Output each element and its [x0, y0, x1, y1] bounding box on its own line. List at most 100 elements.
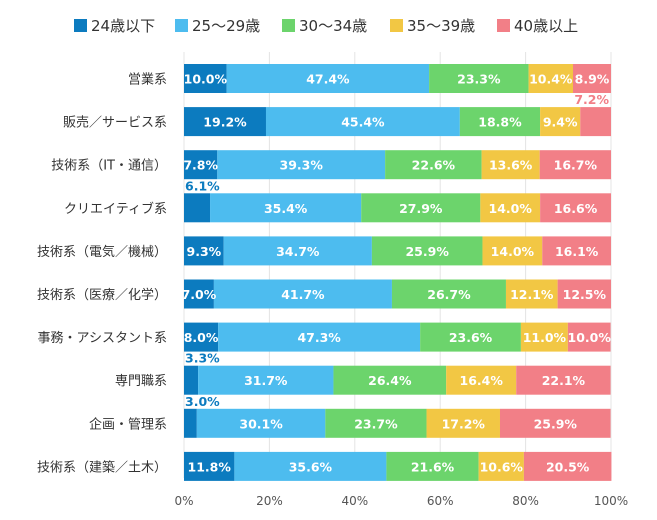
bar-segment — [528, 64, 573, 93]
segment-label: 31.7% — [244, 373, 288, 388]
category-label: 専門職系 — [115, 374, 167, 389]
segment-label: 27.9% — [399, 201, 443, 216]
segment-label: 7.0% — [182, 287, 217, 302]
segment-label: 22.1% — [542, 373, 586, 388]
category-label: 技術系（電気／機械） — [37, 244, 167, 260]
bar-segment — [184, 322, 219, 352]
segment-label: 11.0% — [523, 330, 567, 345]
bar-segment — [480, 193, 541, 223]
bar-segment — [265, 107, 460, 137]
segment-label: 35.4% — [264, 201, 308, 216]
bar-segment — [184, 236, 224, 266]
segment-label: 39.3% — [280, 158, 324, 173]
bar-segment — [217, 150, 386, 180]
bar-segment — [567, 322, 611, 352]
segment-label: 45.4% — [341, 115, 385, 130]
segment-label: 20.5% — [546, 459, 590, 474]
segment-label: 10.6% — [480, 459, 524, 474]
segment-label: 25.9% — [405, 244, 449, 259]
bar-segment — [478, 451, 524, 481]
legend-swatch — [175, 19, 188, 32]
segment-label: 8.0% — [184, 330, 219, 345]
legend-swatch — [390, 19, 403, 32]
segment-label: 12.1% — [510, 287, 554, 302]
bar-segment — [184, 150, 218, 180]
segment-label: 6.1% — [185, 178, 220, 193]
bar-segment — [481, 150, 540, 180]
segment-label: 11.8% — [188, 459, 232, 474]
bar-segment — [333, 365, 447, 395]
segment-label: 16.7% — [554, 158, 598, 173]
segment-labels: 10.0% 47.4% 23.3% 10.4% 8.9% 19.2% 45.4% 18.8% 9… — [182, 72, 612, 475]
bar-segment — [580, 107, 611, 137]
bar-segment — [420, 322, 521, 352]
category-label: 技術系（建築／土木） — [37, 460, 167, 475]
bar-segment — [184, 64, 227, 93]
legend-swatch — [74, 19, 87, 32]
segment-label: 19.2% — [203, 115, 247, 130]
bar-segment — [361, 193, 481, 223]
segment-label: 41.7% — [281, 287, 325, 302]
segment-label: 10.0% — [184, 72, 228, 87]
bar-segment — [184, 365, 199, 395]
segment-label: 16.6% — [554, 201, 598, 216]
segment-label: 12.5% — [563, 287, 607, 302]
bar-segment — [482, 236, 543, 266]
bar-segment — [184, 107, 266, 137]
category-label: 技術系（IT・通信） — [51, 159, 167, 174]
bar-segment — [386, 451, 479, 481]
segment-label: 16.1% — [555, 244, 599, 259]
category-label: 販売／サービス系 — [63, 115, 167, 131]
segment-label: 8.9% — [575, 72, 610, 87]
bar-segment — [539, 150, 611, 180]
segment-label: 30.1% — [239, 416, 283, 431]
bar-segment — [218, 322, 421, 352]
x-tick-label: 40% — [341, 494, 368, 508]
bar-segment — [210, 193, 362, 223]
segment-label: 47.4% — [306, 72, 350, 87]
segment-label: 9.4% — [543, 115, 578, 130]
segment-label: 47.3% — [297, 330, 341, 345]
bar-segment — [391, 279, 506, 309]
x-tick-label: 0% — [174, 494, 193, 508]
legend-label: 35〜39歳 — [407, 17, 475, 35]
bar-segment — [223, 236, 372, 266]
bar-segment — [516, 365, 611, 395]
segment-label: 14.0% — [491, 244, 535, 259]
x-tick-label: 80% — [512, 494, 539, 508]
segment-label: 13.6% — [489, 158, 533, 173]
x-tick-label: 20% — [256, 494, 283, 508]
segment-label: 3.0% — [185, 394, 220, 409]
bar-segment — [540, 193, 611, 223]
bar-segment — [213, 279, 392, 309]
category-label: クリエイティブ系 — [64, 201, 167, 217]
segment-label: 7.2% — [574, 92, 609, 107]
category-label: 企画・管理系 — [89, 416, 167, 432]
segment-label: 18.8% — [478, 115, 522, 130]
bar-segment — [198, 365, 334, 395]
bar-segment — [184, 451, 235, 481]
bar-segment — [505, 279, 558, 309]
segment-label: 10.4% — [529, 72, 573, 87]
bar-segment — [459, 107, 541, 137]
segment-label: 9.3% — [187, 244, 222, 259]
segment-label: 22.6% — [412, 158, 456, 173]
segment-label: 10.0% — [568, 330, 612, 345]
bar-segment — [226, 64, 430, 93]
bar-segment — [523, 451, 612, 481]
segment-label: 25.9% — [534, 416, 578, 431]
legend-swatch — [282, 19, 295, 32]
x-tick-label: 100% — [594, 494, 628, 508]
segment-label: 21.6% — [411, 459, 455, 474]
bar-segment — [542, 236, 611, 266]
bar-segment — [520, 322, 568, 352]
legend: 24歳以下 25〜29歳 30〜34歳 35〜39歳 40歳以上 — [74, 17, 578, 35]
segment-label: 23.6% — [449, 330, 493, 345]
legend-label: 25〜29歳 — [192, 17, 260, 35]
bar-segment — [385, 150, 482, 180]
segment-label: 23.7% — [354, 416, 398, 431]
bar-segment — [196, 408, 326, 438]
bar-segment — [184, 279, 214, 309]
